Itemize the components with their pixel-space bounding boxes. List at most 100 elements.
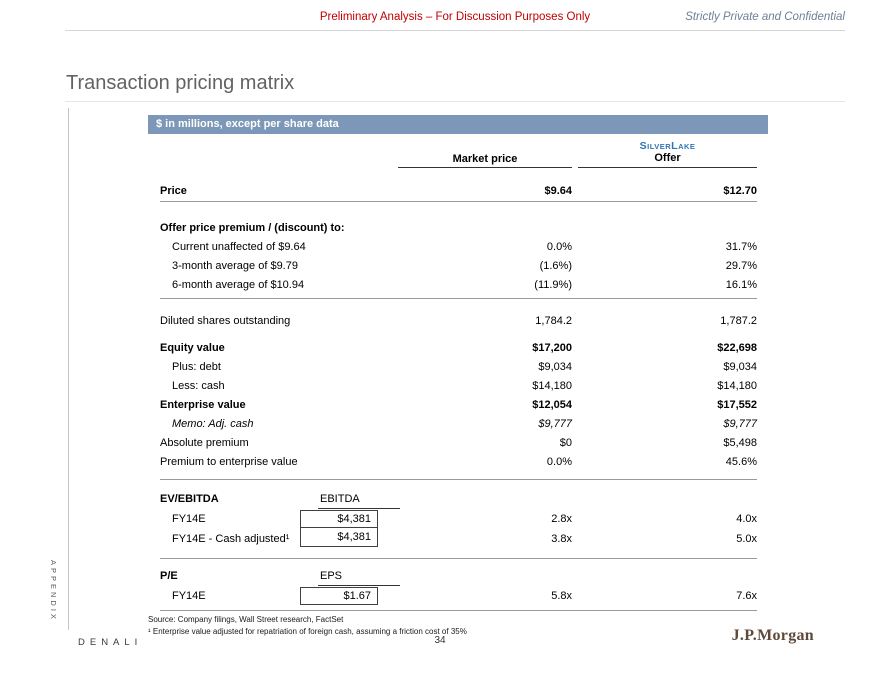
row-label: Offer price premium / (discount) to: — [160, 222, 345, 234]
title-divider — [65, 101, 845, 102]
table-row-less-cash: Less: cash $14,180 $14,180 — [148, 377, 768, 396]
offer-value: 31.7% — [725, 241, 757, 253]
table-row-3mo-average: 3-month average of $9.79 (1.6%) 29.7% — [148, 257, 768, 276]
silverlake-text: AKE — [678, 142, 696, 151]
row-label: Less: cash — [172, 380, 225, 392]
row-label: Current unaffected of $9.64 — [172, 241, 306, 253]
offer-column-header: SILVERLAKE Offer — [578, 141, 757, 168]
row-label: 3-month average of $9.79 — [172, 260, 298, 272]
silverlake-text: ILVER — [647, 142, 672, 151]
offer-value: 5.0x — [736, 532, 757, 545]
table-row-premium-to-ev: Premium to enterprise value 0.0% 45.6% — [148, 453, 768, 472]
market-value: (11.9%) — [534, 279, 572, 291]
row-label: Memo: Adj. cash — [172, 418, 254, 430]
column-headers: Market price SILVERLAKE Offer — [148, 134, 768, 168]
section-divider — [160, 201, 757, 202]
appendix-sidebar-label: APPENDIX — [49, 560, 58, 622]
table-row-fy14e-ebitda: FY14E $4,381 2.8x 4.0x — [148, 509, 768, 529]
eps-subheader: EPS — [318, 568, 400, 586]
row-label: Price — [160, 185, 187, 197]
header-divider — [65, 30, 845, 31]
offer-value: $12.70 — [723, 185, 757, 197]
row-label: FY14E — [172, 589, 206, 602]
offer-value: 7.6x — [736, 589, 757, 602]
offer-value: 45.6% — [725, 456, 757, 468]
row-label: Equity value — [160, 342, 225, 354]
table-row-premium-section: Offer price premium / (discount) to: — [148, 219, 768, 238]
jpmorgan-logo: J.P.Morgan — [731, 627, 814, 644]
offer-label: Offer — [654, 152, 681, 164]
ebitda-subheader: EBITDA — [318, 491, 400, 509]
left-margin-line — [68, 108, 69, 630]
offer-value: $5,498 — [723, 437, 757, 449]
row-label: Enterprise value — [160, 399, 246, 411]
silverlake-text: S — [639, 140, 648, 152]
offer-value: 4.0x — [736, 512, 757, 525]
silverlake-logo: SILVERLAKE — [578, 141, 757, 152]
row-label: Plus: debt — [172, 361, 221, 373]
table-row-memo-adj-cash: Memo: Adj. cash $9,777 $9,777 — [148, 415, 768, 434]
table-row-fy14e-eps: FY14E $1.67 5.8x 7.6x — [148, 586, 768, 606]
row-label: FY14E - Cash adjusted¹ — [172, 532, 290, 545]
page-number: 34 — [434, 635, 446, 646]
eps-value-box: $1.67 — [300, 587, 378, 605]
footnote-1: ¹ Enterprise value adjusted for repatria… — [148, 627, 467, 636]
offer-value: $22,698 — [717, 342, 757, 354]
section-divider — [160, 479, 757, 480]
offer-value: $9,034 — [723, 361, 757, 373]
table-row-pe-section: P/E EPS — [148, 567, 768, 586]
market-value: $17,200 — [532, 342, 572, 354]
market-value: $12,054 — [532, 399, 572, 411]
table-row-enterprise-value: Enterprise value $12,054 $17,552 — [148, 396, 768, 415]
row-label: EV/EBITDA — [160, 493, 219, 505]
pricing-matrix-table: $ in millions, except per share data Mar… — [148, 115, 768, 637]
offer-value: $9,777 — [723, 418, 757, 430]
market-value: 1,784.2 — [535, 315, 572, 327]
table-row-price: Price $9.64 $12.70 — [148, 182, 768, 201]
market-value: $9,034 — [538, 361, 572, 373]
market-value: $14,180 — [532, 380, 572, 392]
row-label: P/E — [160, 570, 178, 582]
market-value: 0.0% — [546, 241, 572, 253]
offer-value: $14,180 — [717, 380, 757, 392]
market-price-column-header: Market price — [398, 153, 572, 168]
table-row-equity-value: Equity value $17,200 $22,698 — [148, 339, 768, 358]
offer-value: 29.7% — [725, 260, 757, 272]
market-value: $0 — [559, 437, 572, 449]
market-value: 5.8x — [551, 589, 572, 602]
market-value: 3.8x — [551, 532, 572, 545]
section-divider — [160, 610, 757, 611]
section-divider — [160, 298, 757, 299]
disclaimer-text: Preliminary Analysis – For Discussion Pu… — [319, 11, 591, 23]
confidential-text: Strictly Private and Confidential — [679, 11, 845, 23]
source-note: Source: Company filings, Wall Street res… — [148, 615, 344, 624]
offer-value: 16.1% — [725, 279, 757, 291]
table-row-plus-debt: Plus: debt $9,034 $9,034 — [148, 358, 768, 377]
section-divider — [160, 558, 757, 559]
page-title: Transaction pricing matrix — [66, 72, 295, 94]
ebitda-value-box: $4,381 — [300, 527, 378, 547]
row-label: Diluted shares outstanding — [160, 315, 291, 327]
market-value: 2.8x — [551, 512, 572, 525]
market-value: $9.64 — [544, 185, 572, 197]
row-label: Absolute premium — [160, 437, 249, 449]
table-row-absolute-premium: Absolute premium $0 $5,498 — [148, 434, 768, 453]
table-row-fy14e-cash-adjusted: FY14E - Cash adjusted¹ $4,381 3.8x 5.0x — [148, 527, 768, 549]
market-value: $9,777 — [538, 418, 572, 430]
silverlake-text: L — [671, 140, 679, 152]
row-label: Premium to enterprise value — [160, 456, 298, 468]
offer-value: $17,552 — [717, 399, 757, 411]
row-label: 6-month average of $10.94 — [172, 279, 305, 291]
row-label: FY14E — [172, 512, 206, 525]
table-row-diluted-shares: Diluted shares outstanding 1,784.2 1,787… — [148, 312, 768, 331]
market-value: 0.0% — [546, 456, 572, 468]
market-value: (1.6%) — [539, 260, 572, 272]
ebitda-value-box: $4,381 — [300, 510, 378, 528]
table-row-ev-ebitda-section: EV/EBITDA EBITDA — [148, 490, 768, 509]
company-footer-label: DENALI — [78, 637, 143, 648]
table-row-current-unaffected: Current unaffected of $9.64 0.0% 31.7% — [148, 238, 768, 257]
table-caption-bar: $ in millions, except per share data — [148, 115, 768, 134]
offer-value: 1,787.2 — [720, 315, 757, 327]
table-row-6mo-average: 6-month average of $10.94 (11.9%) 16.1% — [148, 276, 768, 295]
